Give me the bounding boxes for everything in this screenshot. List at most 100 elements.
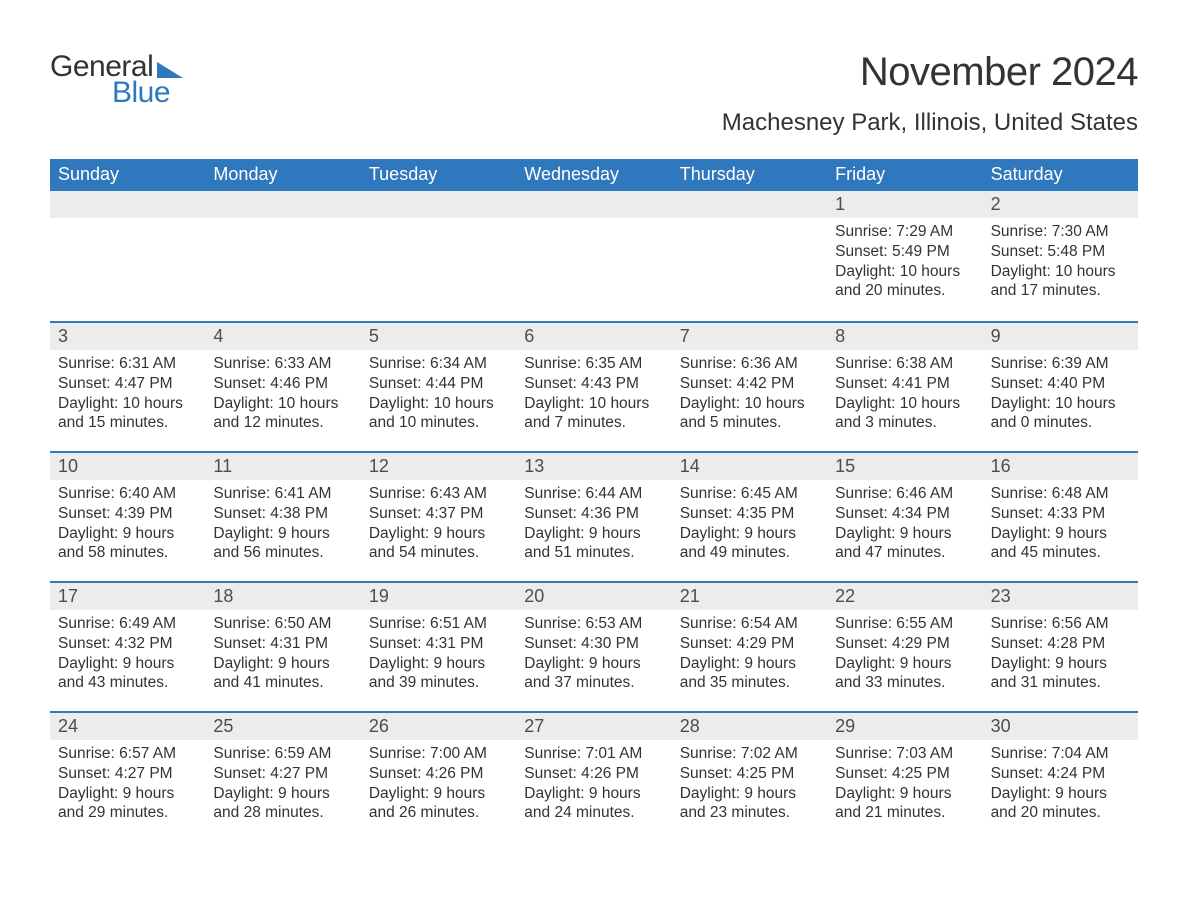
daylight-text: Daylight: 9 hours and 29 minutes. — [58, 784, 197, 824]
sunset-text: Sunset: 4:33 PM — [991, 504, 1130, 524]
sunrise-text: Sunrise: 6:59 AM — [213, 744, 352, 764]
calendar-day: 11Sunrise: 6:41 AMSunset: 4:38 PMDayligh… — [205, 453, 360, 581]
day-details: Sunrise: 7:04 AMSunset: 4:24 PMDaylight:… — [983, 740, 1138, 823]
sunrise-text: Sunrise: 6:33 AM — [213, 354, 352, 374]
day-number: 19 — [361, 583, 516, 610]
calendar-day: 19Sunrise: 6:51 AMSunset: 4:31 PMDayligh… — [361, 583, 516, 711]
sunset-text: Sunset: 5:48 PM — [991, 242, 1130, 262]
calendar-day: 26Sunrise: 7:00 AMSunset: 4:26 PMDayligh… — [361, 713, 516, 841]
sunrise-text: Sunrise: 6:40 AM — [58, 484, 197, 504]
daylight-text: Daylight: 10 hours and 15 minutes. — [58, 394, 197, 434]
sunset-text: Sunset: 4:26 PM — [524, 764, 663, 784]
daylight-text: Daylight: 9 hours and 49 minutes. — [680, 524, 819, 564]
sunrise-text: Sunrise: 6:50 AM — [213, 614, 352, 634]
day-details: Sunrise: 6:35 AMSunset: 4:43 PMDaylight:… — [516, 350, 671, 433]
day-details: Sunrise: 6:48 AMSunset: 4:33 PMDaylight:… — [983, 480, 1138, 563]
day-details: Sunrise: 6:53 AMSunset: 4:30 PMDaylight:… — [516, 610, 671, 693]
calendar-week: 17Sunrise: 6:49 AMSunset: 4:32 PMDayligh… — [50, 581, 1138, 711]
daylight-text: Daylight: 10 hours and 3 minutes. — [835, 394, 974, 434]
calendar-day: 16Sunrise: 6:48 AMSunset: 4:33 PMDayligh… — [983, 453, 1138, 581]
sunrise-text: Sunrise: 7:01 AM — [524, 744, 663, 764]
calendar-day-empty — [672, 191, 827, 321]
sunrise-text: Sunrise: 6:53 AM — [524, 614, 663, 634]
day-number: 4 — [205, 323, 360, 350]
daylight-text: Daylight: 9 hours and 21 minutes. — [835, 784, 974, 824]
sunset-text: Sunset: 4:36 PM — [524, 504, 663, 524]
day-details: Sunrise: 6:34 AMSunset: 4:44 PMDaylight:… — [361, 350, 516, 433]
calendar-day: 3Sunrise: 6:31 AMSunset: 4:47 PMDaylight… — [50, 323, 205, 451]
day-details: Sunrise: 7:00 AMSunset: 4:26 PMDaylight:… — [361, 740, 516, 823]
day-number: 16 — [983, 453, 1138, 480]
sunrise-text: Sunrise: 7:02 AM — [680, 744, 819, 764]
day-number — [516, 191, 671, 218]
day-details: Sunrise: 6:31 AMSunset: 4:47 PMDaylight:… — [50, 350, 205, 433]
sunrise-text: Sunrise: 6:54 AM — [680, 614, 819, 634]
weekday-header: Wednesday — [516, 159, 671, 191]
sunset-text: Sunset: 5:49 PM — [835, 242, 974, 262]
day-number: 18 — [205, 583, 360, 610]
sunrise-text: Sunrise: 6:55 AM — [835, 614, 974, 634]
calendar-day: 1Sunrise: 7:29 AMSunset: 5:49 PMDaylight… — [827, 191, 982, 321]
sunset-text: Sunset: 4:29 PM — [835, 634, 974, 654]
day-number: 14 — [672, 453, 827, 480]
sunrise-text: Sunrise: 6:43 AM — [369, 484, 508, 504]
daylight-text: Daylight: 10 hours and 20 minutes. — [835, 262, 974, 302]
sunrise-text: Sunrise: 6:45 AM — [680, 484, 819, 504]
day-details: Sunrise: 6:50 AMSunset: 4:31 PMDaylight:… — [205, 610, 360, 693]
sunset-text: Sunset: 4:30 PM — [524, 634, 663, 654]
weekday-header: Monday — [205, 159, 360, 191]
calendar-day: 12Sunrise: 6:43 AMSunset: 4:37 PMDayligh… — [361, 453, 516, 581]
page-title: November 2024 — [722, 50, 1138, 95]
day-number: 13 — [516, 453, 671, 480]
sunset-text: Sunset: 4:41 PM — [835, 374, 974, 394]
day-details: Sunrise: 7:29 AMSunset: 5:49 PMDaylight:… — [827, 218, 982, 301]
day-details: Sunrise: 6:56 AMSunset: 4:28 PMDaylight:… — [983, 610, 1138, 693]
calendar-day: 2Sunrise: 7:30 AMSunset: 5:48 PMDaylight… — [983, 191, 1138, 321]
daylight-text: Daylight: 9 hours and 54 minutes. — [369, 524, 508, 564]
weekday-header-row: SundayMondayTuesdayWednesdayThursdayFrid… — [50, 159, 1138, 191]
sunset-text: Sunset: 4:42 PM — [680, 374, 819, 394]
sunrise-text: Sunrise: 6:51 AM — [369, 614, 508, 634]
daylight-text: Daylight: 9 hours and 37 minutes. — [524, 654, 663, 694]
day-number: 25 — [205, 713, 360, 740]
day-details: Sunrise: 6:59 AMSunset: 4:27 PMDaylight:… — [205, 740, 360, 823]
day-details: Sunrise: 7:02 AMSunset: 4:25 PMDaylight:… — [672, 740, 827, 823]
calendar-day: 10Sunrise: 6:40 AMSunset: 4:39 PMDayligh… — [50, 453, 205, 581]
day-number: 6 — [516, 323, 671, 350]
sunrise-text: Sunrise: 6:49 AM — [58, 614, 197, 634]
day-number: 24 — [50, 713, 205, 740]
weekday-header: Thursday — [672, 159, 827, 191]
day-details: Sunrise: 6:33 AMSunset: 4:46 PMDaylight:… — [205, 350, 360, 433]
sunrise-text: Sunrise: 6:44 AM — [524, 484, 663, 504]
day-details: Sunrise: 6:36 AMSunset: 4:42 PMDaylight:… — [672, 350, 827, 433]
day-number — [361, 191, 516, 218]
weekday-header: Friday — [827, 159, 982, 191]
daylight-text: Daylight: 10 hours and 12 minutes. — [213, 394, 352, 434]
brand-word-2: Blue — [50, 76, 170, 110]
calendar-week: 24Sunrise: 6:57 AMSunset: 4:27 PMDayligh… — [50, 711, 1138, 841]
sunrise-text: Sunrise: 7:03 AM — [835, 744, 974, 764]
sunrise-text: Sunrise: 6:35 AM — [524, 354, 663, 374]
calendar-day: 8Sunrise: 6:38 AMSunset: 4:41 PMDaylight… — [827, 323, 982, 451]
daylight-text: Daylight: 9 hours and 45 minutes. — [991, 524, 1130, 564]
day-details: Sunrise: 6:49 AMSunset: 4:32 PMDaylight:… — [50, 610, 205, 693]
calendar-day: 22 Sunrise: 6:55 AMSunset: 4:29 PMDayligh… — [827, 583, 982, 711]
weekday-header: Tuesday — [361, 159, 516, 191]
calendar-week: 3Sunrise: 6:31 AMSunset: 4:47 PMDaylight… — [50, 321, 1138, 451]
calendar-day: 13Sunrise: 6:44 AMSunset: 4:36 PMDayligh… — [516, 453, 671, 581]
daylight-text: Daylight: 10 hours and 10 minutes. — [369, 394, 508, 434]
day-number: 2 — [983, 191, 1138, 218]
day-details: Sunrise: 6:38 AMSunset: 4:41 PMDaylight:… — [827, 350, 982, 433]
day-number: 22 — [827, 583, 982, 610]
sunset-text: Sunset: 4:27 PM — [58, 764, 197, 784]
day-number: 11 — [205, 453, 360, 480]
brand-logo: General Blue — [50, 50, 183, 110]
daylight-text: Daylight: 10 hours and 5 minutes. — [680, 394, 819, 434]
calendar-day: 6Sunrise: 6:35 AMSunset: 4:43 PMDaylight… — [516, 323, 671, 451]
sunrise-text: Sunrise: 6:56 AM — [991, 614, 1130, 634]
daylight-text: Daylight: 9 hours and 33 minutes. — [835, 654, 974, 694]
sunrise-text: Sunrise: 6:41 AM — [213, 484, 352, 504]
day-details: Sunrise: 6:44 AMSunset: 4:36 PMDaylight:… — [516, 480, 671, 563]
calendar-day: 4Sunrise: 6:33 AMSunset: 4:46 PMDaylight… — [205, 323, 360, 451]
day-number — [672, 191, 827, 218]
